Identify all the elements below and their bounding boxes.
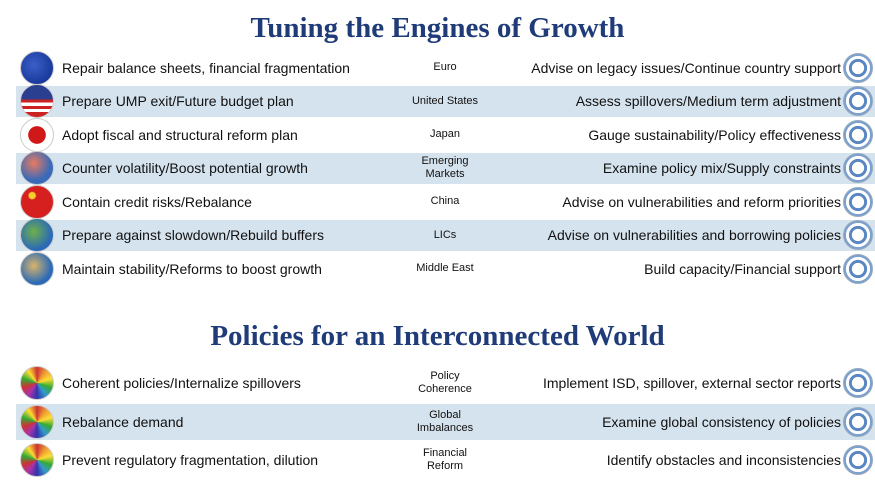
imf-seal [843, 186, 873, 217]
imf-seal [843, 220, 873, 251]
imf-seal [843, 119, 873, 150]
region-label-line: Emerging [421, 155, 469, 168]
region-label-line: Imbalances [416, 421, 474, 434]
region-label-line: LICs [433, 228, 457, 241]
region-label: Policy Coherence [400, 365, 490, 402]
row: Maintain stability/Reforms to boost grow… [16, 251, 875, 286]
flag-icon [20, 50, 54, 85]
imf-role-text: Build capacity/Financial support [644, 260, 841, 277]
goal-text: Adopt fiscal and structural reform plan [62, 126, 298, 143]
region-label-line: Financial [422, 447, 468, 460]
region-label-line: Middle East [416, 262, 474, 275]
region-label: Financial Reform [400, 442, 490, 479]
imf-seal [843, 86, 873, 117]
imf-role-text: Assess spillovers/Medium term adjustment [575, 93, 841, 110]
row: Coherent policies/Internalize spillovers… [16, 365, 875, 402]
flag-icon [20, 84, 54, 119]
goal-text: Prepare against slowdown/Rebuild buffers [62, 227, 325, 244]
imf-seal [843, 153, 873, 184]
flag-icon [20, 443, 54, 478]
flag-icon [20, 117, 54, 152]
flag-icon [20, 366, 54, 401]
region-label: Middle East [400, 253, 490, 285]
imf-role-text: Examine global consistency of policies [602, 413, 841, 430]
imf-role-text: Implement ISD, spillover, external secto… [542, 375, 841, 392]
imf-seal [843, 253, 873, 284]
goal-text: Rebalance demand [62, 413, 184, 430]
imf-seal [843, 368, 873, 399]
goal-text: Contain credit risks/Rebalance [62, 193, 252, 210]
goal-text: Prepare UMP exit/Future budget plan [62, 93, 294, 110]
region-label: Emerging Markets [400, 153, 490, 185]
imf-seal [843, 445, 873, 476]
region-label: China [400, 186, 490, 218]
region-label-line: Reform [426, 460, 464, 473]
row: Repair balance sheets, financial fragmen… [16, 50, 875, 85]
row: Adopt fiscal and structural reform plan J… [16, 117, 875, 152]
section-title: Policies for an Interconnected World [210, 320, 665, 352]
region-label-line: Global [429, 408, 461, 421]
region-label: LICs [400, 220, 490, 252]
region-label-line: Japan [430, 128, 460, 141]
flag-icon [20, 184, 54, 219]
region-label-line: Policy [430, 370, 460, 383]
row: Rebalance demand Global Imbalances Examine … [16, 403, 875, 441]
goal-text: Coherent policies/Internalize spillovers [62, 375, 301, 392]
imf-seal [843, 406, 873, 437]
imf-role-text: Advise on vulnerabilities and reform pri… [562, 193, 841, 210]
region-label-line: Coherence [418, 383, 472, 396]
region-label: Global Imbalances [400, 404, 490, 441]
imf-role-text: Advise on vulnerabilities and borrowing … [547, 227, 841, 244]
flag-icon [20, 218, 54, 253]
goal-text: Prevent regulatory fragmentation, diluti… [62, 452, 319, 469]
flag-icon [20, 251, 54, 286]
region-label-line: United States [411, 94, 479, 107]
region-label-line: Euro [433, 61, 457, 74]
row: Prevent regulatory fragmentation, diluti… [16, 442, 875, 479]
imf-role-text: Examine policy mix/Supply constraints [602, 160, 841, 177]
flag-icon [20, 151, 54, 186]
section-title: Tuning the Engines of Growth [250, 12, 625, 44]
region-label: United States [400, 86, 490, 118]
goal-text: Counter volatility/Boost potential growt… [62, 160, 308, 177]
goal-text: Repair balance sheets, financial fragmen… [62, 59, 350, 76]
region-label-line: Markets [425, 168, 465, 181]
imf-role-text: Advise on legacy issues/Continue country… [531, 59, 841, 76]
row: Prepare against slowdown/Rebuild buffers… [16, 218, 875, 253]
imf-seal [843, 52, 873, 83]
region-label: Euro [400, 52, 490, 84]
region-label-line: China [430, 195, 460, 208]
row: Counter volatility/Boost potential growt… [16, 151, 875, 186]
row: Prepare UMP exit/Future budget plan Unite… [16, 84, 875, 119]
row: Contain credit risks/Rebalance China Advis… [16, 184, 875, 219]
imf-role-text: Gauge sustainability/Policy effectivenes… [588, 126, 841, 143]
goal-text: Maintain stability/Reforms to boost grow… [62, 260, 322, 277]
flag-icon [20, 404, 54, 439]
imf-role-text: Identify obstacles and inconsistencies [606, 452, 841, 469]
region-label: Japan [400, 119, 490, 151]
